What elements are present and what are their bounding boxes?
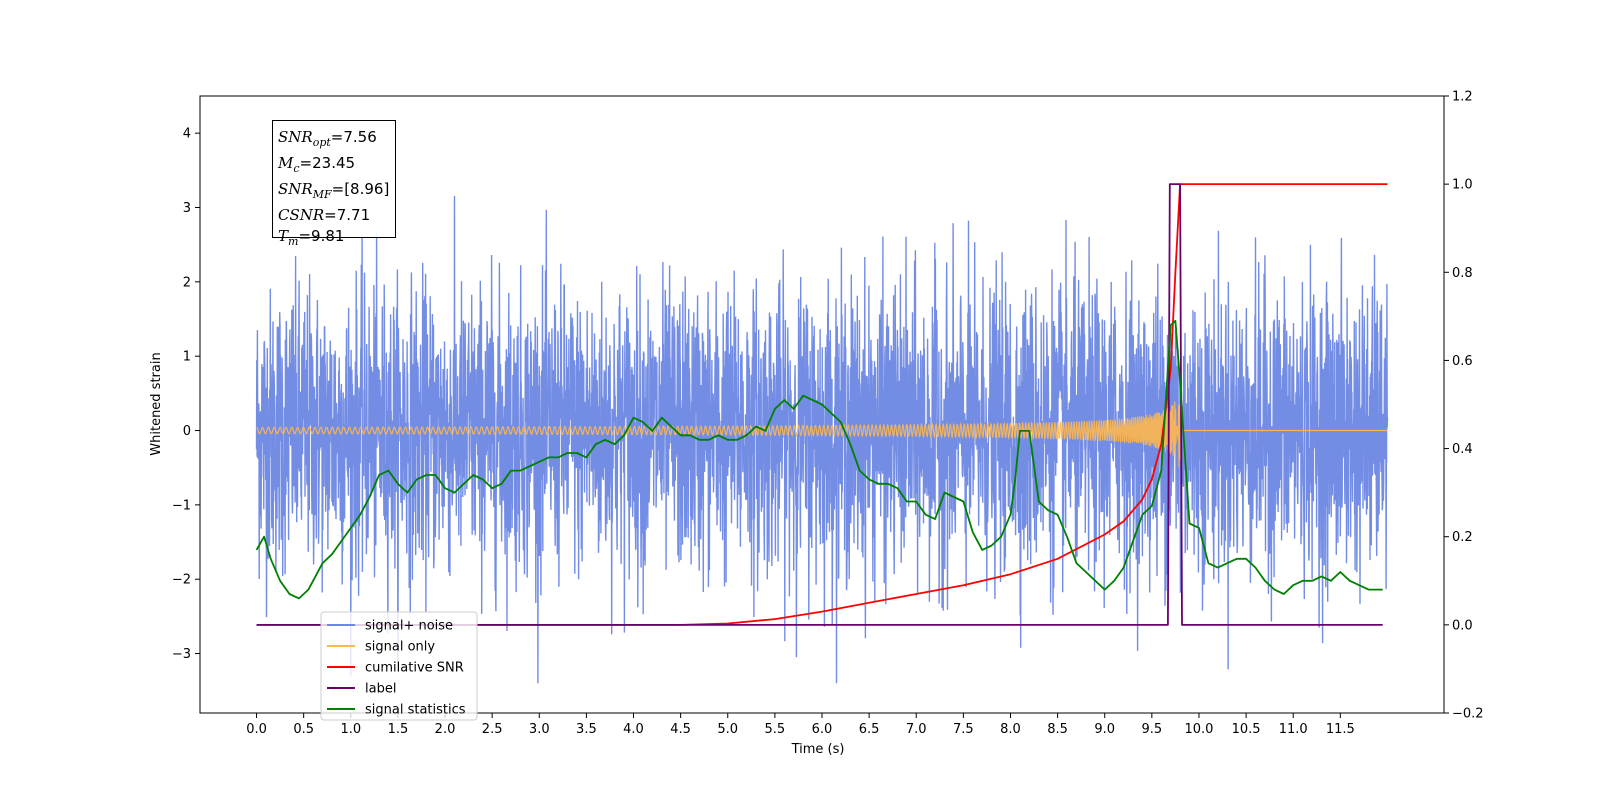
x-tick-label: 9.5 [1142, 722, 1163, 737]
y-right-tick-label: 0.8 [1452, 266, 1473, 281]
y-left-tick-label: −2 [172, 573, 191, 588]
legend-label: label [365, 682, 396, 697]
legend-label: signal+ noise [365, 619, 453, 634]
y-right-axis-ticks: −0.2 0.0 0.2 0.4 0.6 0.8 1.0 1.2 [1444, 90, 1484, 722]
x-tick-label: 6.5 [859, 722, 880, 737]
x-tick-label: 5.5 [765, 722, 786, 737]
mc-line: Mc=23.45 [278, 154, 356, 175]
csnr-line: CSNR=7.71 [278, 206, 371, 224]
snr-opt-value: 7.56 [343, 128, 377, 146]
x-tick-label: 11.5 [1326, 722, 1355, 737]
x-tick-label: 10.0 [1184, 722, 1213, 737]
y-left-tick-label: 0 [183, 424, 191, 439]
x-tick-label: 0.5 [293, 722, 314, 737]
x-tick-label: 9.0 [1094, 722, 1115, 737]
y-left-tick-label: 1 [183, 350, 191, 365]
y-left-tick-label: 2 [183, 275, 191, 290]
y-right-tick-label: 0.4 [1452, 442, 1473, 457]
x-tick-label: 0.0 [246, 722, 267, 737]
tm-line: Tm=9.81 [278, 227, 345, 248]
snr-opt-line: SNRopt=7.56 [278, 128, 377, 149]
y-left-axis-ticks: −3 −2 −1 0 1 2 3 4 [172, 127, 200, 662]
y-left-tick-label: −3 [172, 647, 191, 662]
snr-mf-line: SNRMF=[8.96] [278, 180, 390, 201]
y-right-tick-label: 0.6 [1452, 354, 1473, 369]
x-tick-label: 1.5 [388, 722, 409, 737]
csnr-value: 7.71 [336, 206, 371, 224]
x-tick-label: 8.0 [1000, 722, 1021, 737]
legend-box [320, 611, 478, 721]
series-cumulative-snr-line [256, 183, 1388, 626]
legend-label: signal statistics [365, 703, 466, 718]
x-tick-label: 3.0 [529, 722, 550, 737]
x-tick-label: 8.5 [1047, 722, 1068, 737]
x-tick-label: 5.0 [717, 722, 738, 737]
x-tick-label: 7.0 [906, 722, 927, 737]
mc-value: 23.45 [312, 154, 356, 172]
x-tick-label: 2.5 [482, 722, 503, 737]
x-tick-label: 2.0 [435, 722, 456, 737]
y-right-tick-label: −0.2 [1452, 707, 1484, 722]
legend-label: signal only [365, 640, 435, 655]
y-right-tick-label: 0.0 [1452, 618, 1473, 633]
y-left-tick-label: 4 [183, 127, 191, 142]
tm-value: 9.81 [311, 227, 345, 245]
legend-label: cumilative SNR [365, 661, 464, 676]
x-tick-label: 10.5 [1232, 722, 1261, 737]
x-tick-label: 3.5 [576, 722, 597, 737]
series-signal-plus-noise-line [255, 195, 1389, 684]
series-label-line [256, 183, 1383, 626]
y-right-tick-label: 1.2 [1452, 90, 1473, 105]
x-tick-label: 4.5 [670, 722, 691, 737]
y-left-tick-label: 3 [183, 201, 191, 216]
x-tick-label: 4.0 [623, 722, 644, 737]
x-axis-label: Time (s) [791, 742, 845, 757]
snr-mf-value: [8.96] [344, 180, 390, 198]
y-axis-label-left: Whitened strain [149, 352, 164, 455]
info-annotation-box: SNRopt=7.56 Mc=23.45 SNRMF=[8.96] CSNR=7… [272, 120, 396, 248]
y-right-tick-label: 0.2 [1452, 530, 1473, 545]
series-signal-statistics-line [255, 319, 1383, 600]
x-tick-label: 7.5 [953, 722, 974, 737]
x-tick-label: 6.0 [812, 722, 833, 737]
plot-series [255, 183, 1389, 684]
y-right-tick-label: 1.0 [1452, 178, 1473, 193]
x-tick-label: 1.0 [340, 722, 361, 737]
y-left-tick-label: −1 [172, 498, 191, 513]
x-tick-label: 11.0 [1279, 722, 1308, 737]
x-axis-ticks: 0.0 0.5 1.0 1.5 2.0 2.5 3.0 3.5 4.0 4.5 5.0 5.5 6.0 6… [246, 713, 1355, 737]
legend: signal+ noise signal only cumilative SNR la… [320, 611, 478, 721]
series-signal-only-line [256, 401, 1388, 468]
